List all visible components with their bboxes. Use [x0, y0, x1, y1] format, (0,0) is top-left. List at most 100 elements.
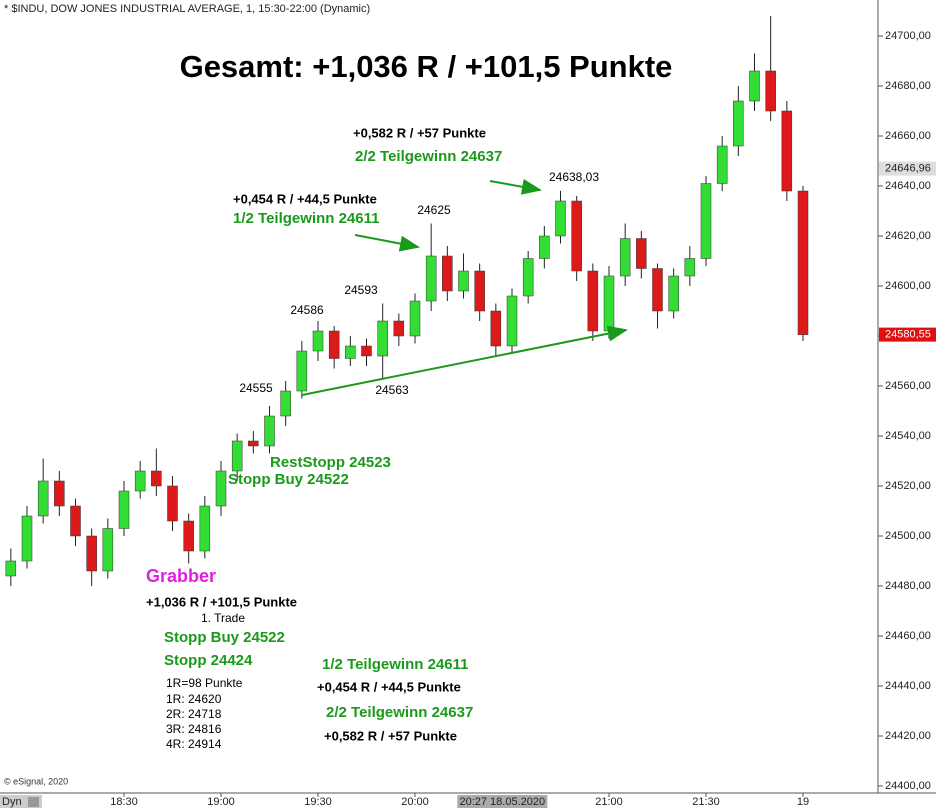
candle-body [571, 200, 582, 272]
annotation: +1,036 R / +101,5 Punkte [146, 594, 297, 609]
point-label: 24638,03 [549, 170, 599, 184]
candle-body [652, 268, 663, 312]
candle-body [167, 485, 178, 522]
footer: © eSignal, 2020 [4, 776, 68, 786]
candle-body [522, 258, 534, 297]
y-tick-label: 24540,00 [885, 430, 931, 442]
candle-body [490, 310, 502, 347]
candle-body [377, 320, 388, 357]
y-tick-label: 24480,00 [885, 580, 931, 592]
annotation: 2/2 Teilgewinn 24637 [355, 148, 502, 165]
candle-body [587, 270, 599, 332]
price-marker [879, 161, 936, 176]
candle-body [781, 110, 793, 192]
annotation: 1/2 Teilgewinn 24611 [233, 210, 379, 227]
y-tick-label: 24400,00 [885, 780, 931, 792]
annotation: 1/2 Teilgewinn 24611 [322, 656, 468, 673]
candle-body [700, 183, 712, 259]
candle-body [555, 200, 566, 237]
candles [5, 16, 809, 586]
candle-body [86, 535, 97, 572]
annotation: Stopp Buy 24522 [164, 629, 285, 646]
candle-body [716, 145, 728, 184]
y-tick-label: 24600,00 [885, 280, 931, 292]
candle-body [684, 258, 696, 277]
annotation: +0,582 R / +57 Punkte [353, 125, 486, 140]
candle-body [248, 440, 259, 447]
price-marker-label: 24580,55 [885, 329, 931, 341]
candle-body [539, 235, 550, 259]
annotation: Stopp 24424 [164, 652, 253, 669]
y-tick-label: 24660,00 [885, 130, 931, 142]
annotation: +0,454 R / +44,5 Punkte [317, 679, 461, 694]
point-label: 24555 [239, 381, 273, 395]
x-tick-label: 20:00 [401, 796, 429, 808]
price-marker [879, 327, 936, 342]
annotation: 1R=98 Punkte [166, 676, 243, 690]
candle-body [21, 515, 33, 562]
arrow [489, 178, 542, 195]
candle-body [749, 70, 760, 102]
candle-body [636, 238, 647, 269]
trend-line [301, 325, 628, 396]
crosshair-box [457, 795, 548, 808]
candle-body [183, 520, 194, 552]
x-tick-label: 19:30 [304, 796, 332, 808]
annotation: 1. Trade [201, 611, 245, 625]
mode-icon[interactable] [28, 797, 39, 807]
annotation: Grabber [146, 566, 216, 586]
candle-body [134, 470, 146, 492]
candle-body [733, 100, 744, 147]
annotation: 1R: 24620 [166, 692, 222, 706]
x-tick-label: 19:00 [207, 796, 235, 808]
crosshair-label: 20:27 18.05.2020 [459, 796, 545, 808]
candle-body [797, 190, 809, 335]
y-tick-label: 24440,00 [885, 680, 931, 692]
candle-body [199, 505, 211, 552]
point-label: 24593 [344, 283, 378, 297]
y-tick-label: 24700,00 [885, 30, 931, 42]
y-tick-label: 24520,00 [885, 480, 931, 492]
y-tick-label: 24460,00 [885, 630, 931, 642]
candle-body [474, 270, 485, 312]
point-label: 24586 [290, 303, 324, 317]
annotation: 3R: 24816 [166, 722, 222, 736]
annotation: +0,582 R / +57 Punkte [324, 728, 457, 743]
candle-body [345, 345, 356, 359]
annotation: RestStopp 24523 [270, 454, 391, 471]
candle-body [264, 415, 275, 447]
candle-body [603, 275, 615, 332]
candle-body [70, 505, 81, 537]
candle-body [231, 440, 243, 472]
y-tick-label: 24420,00 [885, 730, 931, 742]
annotation: +0,454 R / +44,5 Punkte [233, 191, 377, 206]
annotation: 4R: 24914 [166, 737, 222, 751]
annotation: 2R: 24718 [166, 707, 222, 721]
point-label: 24625 [417, 203, 451, 217]
candle-body [5, 560, 17, 577]
point-label: 24563 [375, 383, 409, 397]
arrow [354, 234, 420, 252]
candle-body [54, 480, 65, 507]
y-tick-label: 24560,00 [885, 380, 931, 392]
y-tick-label: 24620,00 [885, 230, 931, 242]
chart-header: * $INDU, DOW JONES INDUSTRIAL AVERAGE, 1… [4, 3, 370, 15]
candle-body [506, 295, 518, 347]
annotation: 2/2 Teilgewinn 24637 [326, 704, 473, 721]
x-tick-label: 18:30 [110, 796, 138, 808]
candle-body [296, 350, 308, 392]
annotation: Stopp Buy 24522 [228, 471, 349, 488]
candle-body [215, 470, 227, 507]
candle-body [619, 238, 631, 277]
candle-body [458, 270, 469, 292]
y-tick-label: 24680,00 [885, 80, 931, 92]
y-tick-label: 24500,00 [885, 530, 931, 542]
candle-body [280, 390, 291, 417]
mode-label[interactable]: Dyn [2, 796, 22, 808]
candle-body [765, 70, 776, 112]
candle-body [668, 275, 679, 312]
candle-body [409, 300, 421, 337]
candle-body [393, 320, 405, 337]
x-tick-label: 19 [797, 796, 809, 808]
